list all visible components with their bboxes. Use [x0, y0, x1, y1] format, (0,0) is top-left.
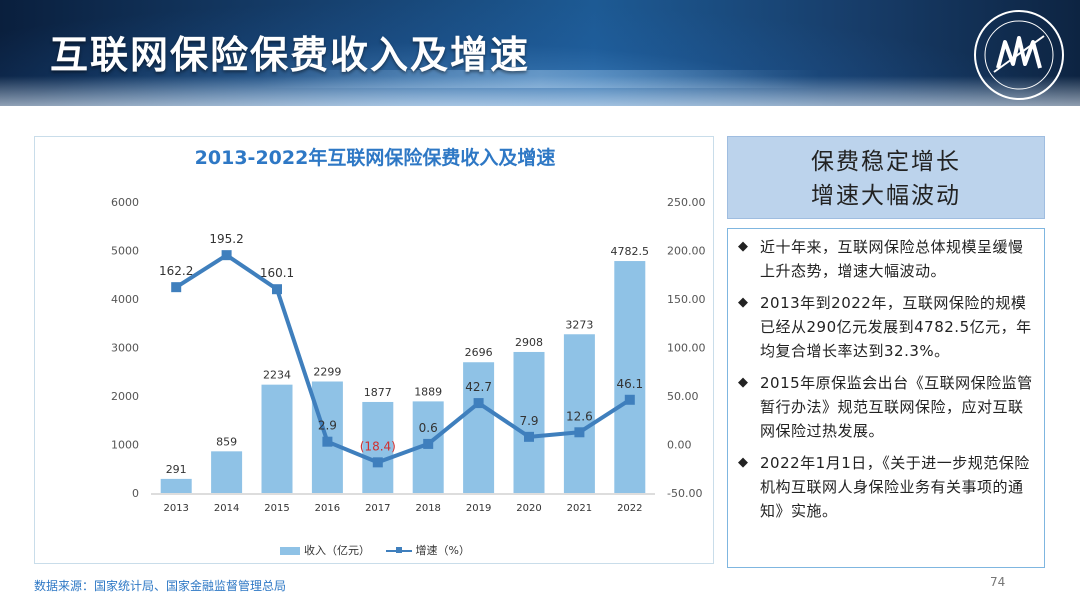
income-bar-label: 2696: [465, 346, 493, 359]
diamond-bullet-icon: ◆: [738, 239, 749, 254]
income-bar: [362, 401, 394, 493]
legend-bar-swatch: [280, 547, 301, 555]
diamond-bullet-icon: ◆: [738, 455, 749, 470]
x-axis-tick-label: 2014: [214, 503, 239, 514]
bullet-item: ◆ 近十年来，互联网保险总体规模呈缓慢上升态势，增速大幅波动。: [738, 235, 1036, 283]
bullet-item: ◆ 2022年1月1日，《关于进一步规范保险机构互联网人身保险业务有关事项的通知》…: [738, 451, 1036, 523]
x-axis-tick-label: 2016: [315, 503, 340, 514]
income-bar-label: 4782.5: [611, 245, 650, 258]
chart-legend: 收入（亿元） 增速（%）: [35, 542, 715, 558]
bullet-text: 2013年到2022年，互联网保险的规模已经从290亿元发展到4782.5亿元，…: [760, 294, 1032, 360]
diamond-bullet-icon: ◆: [738, 375, 749, 390]
legend-line-swatch: [385, 546, 412, 556]
right-axis-tick-label: 150.00: [667, 293, 706, 306]
left-axis-tick-label: 6000: [111, 196, 139, 209]
growth-marker: [171, 282, 182, 293]
growth-data-label: 195.2: [209, 232, 243, 246]
income-bar-label: 2234: [263, 369, 291, 382]
income-bar-label: 1877: [364, 386, 392, 399]
right-axis-tick-label: 50.00: [667, 390, 699, 403]
income-bar: [463, 362, 495, 493]
left-axis-tick-label: 3000: [111, 342, 139, 355]
growth-data-label: 162.2: [159, 264, 193, 278]
institute-logo-icon: [974, 10, 1064, 100]
header-banner: [0, 0, 1080, 106]
growth-marker: [423, 438, 434, 449]
side-bullet-list: ◆ 近十年来，互联网保险总体规模呈缓慢上升态势，增速大幅波动。 ◆ 2013年到20…: [727, 228, 1045, 568]
x-axis-tick-label: 2020: [516, 503, 541, 514]
income-bar-label: 3273: [565, 318, 593, 331]
left-axis-tick-label: 5000: [111, 245, 139, 258]
left-axis-tick-label: 4000: [111, 293, 139, 306]
income-bar: [563, 334, 595, 493]
growth-data-label: 46.1: [616, 377, 643, 391]
growth-marker: [574, 427, 585, 438]
growth-marker: [372, 457, 383, 468]
legend-label-growth: 增速（%）: [415, 544, 470, 557]
legend-item-growth: 增速（%）: [385, 542, 470, 558]
income-bar-label: 2299: [313, 365, 341, 378]
right-axis-tick-label: 200.00: [667, 245, 706, 258]
growth-data-label: 42.7: [465, 380, 492, 394]
income-bar-label: 859: [216, 435, 237, 448]
left-axis-tick-label: 0: [132, 487, 139, 500]
x-axis-tick-label: 2021: [567, 503, 592, 514]
x-axis-tick-label: 2015: [264, 503, 289, 514]
right-axis-tick-label: -50.00: [667, 487, 702, 500]
page-title: 互联网保险保费收入及增速: [50, 33, 531, 77]
bullet-text: 2015年原保监会出台《互联网保险监管暂行办法》规范互联网保险，应对互联网保险过…: [760, 374, 1033, 440]
growth-data-label: (18.4): [360, 439, 396, 453]
left-axis-tick-label: 1000: [111, 439, 139, 452]
x-axis-tick-label: 2013: [163, 503, 188, 514]
chart-svg: 0 1000 2000 3000 4000 5000 6000 -50.00 0.00 50.00…: [111, 196, 706, 514]
bullet-item: ◆ 2013年到2022年，互联网保险的规模已经从290亿元发展到4782.5亿元…: [738, 291, 1036, 363]
growth-data-label: 12.6: [566, 409, 593, 423]
income-bar: [160, 478, 192, 493]
growth-data-label: 7.9: [519, 414, 538, 428]
x-axis-tick-label: 2017: [365, 503, 390, 514]
x-axis-tick-label: 2018: [415, 503, 440, 514]
growth-line: [175, 253, 631, 465]
banner-fade: [0, 76, 1080, 106]
income-bar: [261, 384, 293, 493]
growth-marker: [221, 250, 232, 261]
chart-title: 2013-2022年互联网保险保费收入及增速: [194, 147, 556, 169]
page-number: 74: [990, 575, 1006, 589]
growth-data-label: 0.6: [419, 421, 438, 435]
income-bar-label: 1889: [414, 385, 442, 398]
side-header-line2: 增速大幅波动: [811, 183, 961, 209]
growth-marker: [322, 436, 333, 447]
side-summary-header: 保费稳定增长 增速大幅波动: [727, 136, 1045, 219]
growth-marker: [624, 394, 635, 405]
income-bar-label: 2908: [515, 336, 543, 349]
growth-data-label: 2.9: [318, 419, 337, 433]
bullet-item: ◆ 2015年原保监会出台《互联网保险监管暂行办法》规范互联网保险，应对互联网保险…: [738, 371, 1036, 443]
growth-marker: [272, 284, 282, 295]
x-axis-tick-label: 2019: [466, 503, 491, 514]
growth-data-label: 160.1: [260, 266, 294, 280]
side-header-line1: 保费稳定增长: [811, 149, 961, 175]
right-axis-tick-label: 250.00: [667, 196, 706, 209]
growth-marker: [473, 398, 484, 409]
data-source-note: 数据来源：国家统计局、国家金融监督管理总局: [34, 579, 287, 593]
legend-label-income: 收入（亿元）: [304, 544, 371, 557]
right-axis-tick-label: 0.00: [667, 439, 692, 452]
left-axis-tick-label: 2000: [111, 390, 139, 403]
chart-panel: 2013-2022年互联网保险保费收入及增速 0 1000 2000 3000 4000…: [34, 136, 714, 564]
bullet-text: 近十年来，互联网保险总体规模呈缓慢上升态势，增速大幅波动。: [760, 238, 1024, 280]
income-bar: [513, 351, 545, 493]
income-bar: [614, 261, 646, 493]
diamond-bullet-icon: ◆: [738, 295, 749, 310]
growth-marker: [524, 431, 534, 442]
bullet-text: 2022年1月1日，《关于进一步规范保险机构互联网人身保险业务有关事项的通知》实…: [760, 454, 1030, 520]
right-axis-tick-label: 100.00: [667, 342, 706, 355]
income-bar: [211, 451, 243, 493]
income-bar-label: 291: [166, 463, 187, 476]
legend-item-income: 收入（亿元）: [280, 542, 370, 558]
x-axis-tick-label: 2022: [617, 503, 642, 514]
